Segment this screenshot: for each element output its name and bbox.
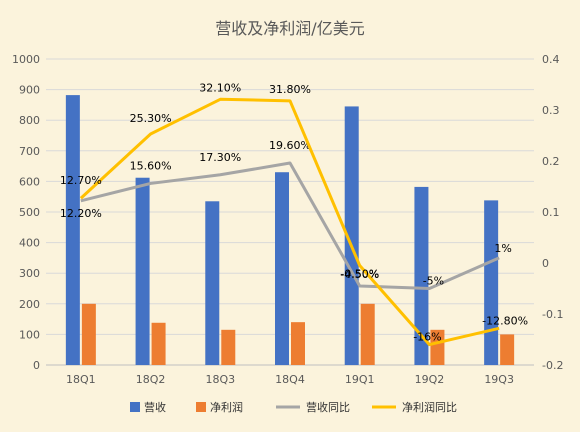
net-profit-bar bbox=[81, 303, 96, 365]
revenue-bar bbox=[344, 106, 359, 366]
x-tick-label: 19Q3 bbox=[484, 373, 514, 386]
line-data-label: 1% bbox=[494, 242, 511, 255]
x-tick-label: 18Q2 bbox=[136, 373, 166, 386]
line-data-label: -16% bbox=[413, 331, 441, 344]
line-data-label: 12.70% bbox=[60, 174, 102, 187]
line-data-label: 17.30% bbox=[199, 151, 241, 164]
line-data-label: 25.30% bbox=[130, 112, 172, 125]
y-tick-label: 300 bbox=[19, 267, 40, 280]
legend-swatch bbox=[196, 402, 206, 412]
y-tick-label: 200 bbox=[19, 298, 40, 311]
line-data-label: 19.60% bbox=[269, 139, 311, 152]
y2-tick-label: 0.3 bbox=[542, 104, 560, 117]
legend-swatch bbox=[130, 402, 140, 412]
line-data-label: -5% bbox=[423, 275, 444, 288]
y2-tick-label: 0.4 bbox=[542, 53, 560, 66]
revenue-yoy-line bbox=[80, 161, 500, 290]
revenue-bar bbox=[135, 177, 150, 365]
line-data-label: 12.20% bbox=[60, 207, 102, 220]
y2-tick-label: 0.2 bbox=[542, 155, 560, 168]
legend-label: 营收 bbox=[144, 400, 166, 414]
y-tick-label: 900 bbox=[19, 84, 40, 97]
x-tick-label: 18Q3 bbox=[205, 373, 235, 386]
x-tick-label: 18Q4 bbox=[275, 373, 305, 386]
y-tick-label: 1000 bbox=[12, 53, 40, 66]
revenue-bar bbox=[484, 200, 499, 365]
line-data-label: 32.10% bbox=[199, 81, 241, 94]
net-profit-bar bbox=[430, 329, 445, 365]
legend-label: 营收同比 bbox=[306, 400, 350, 414]
y-tick-label: 600 bbox=[19, 175, 40, 188]
line-data-label: -0.50% bbox=[340, 268, 379, 281]
line-data-label: 15.60% bbox=[130, 159, 172, 172]
y-tick-label: 0 bbox=[33, 359, 40, 372]
y-tick-label: 500 bbox=[19, 206, 40, 219]
revenue-bar bbox=[275, 172, 289, 365]
revenue-bar bbox=[65, 95, 80, 365]
y-tick-label: 100 bbox=[19, 328, 40, 341]
y2-tick-label: -0.1 bbox=[542, 308, 563, 321]
revenue-bar bbox=[205, 201, 220, 365]
y2-tick-label: 0.1 bbox=[542, 206, 560, 219]
y-tick-label: 800 bbox=[19, 114, 40, 127]
net-profit-bar bbox=[500, 334, 515, 365]
net-profit-bar bbox=[360, 303, 375, 365]
line-data-label: -12.80% bbox=[482, 314, 528, 327]
revenue-bar bbox=[414, 186, 429, 365]
y-tick-label: 700 bbox=[19, 145, 40, 158]
y2-tick-label: -0.2 bbox=[542, 359, 563, 372]
x-tick-label: 19Q1 bbox=[345, 373, 375, 386]
legend-label: 净利润同比 bbox=[402, 400, 457, 414]
legend-label: 净利润 bbox=[210, 400, 243, 414]
chart-title: 营收及净利润/亿美元 bbox=[215, 19, 364, 38]
net-profit-bar bbox=[151, 322, 166, 365]
x-tick-label: 19Q2 bbox=[415, 373, 445, 386]
y-tick-label: 400 bbox=[19, 237, 40, 250]
line-data-label: 31.80% bbox=[269, 83, 311, 96]
y2-tick-label: 0 bbox=[542, 257, 549, 270]
net-profit-bar bbox=[221, 329, 236, 365]
net-profit-bar bbox=[291, 322, 305, 365]
x-tick-label: 18Q1 bbox=[66, 373, 96, 386]
net-profit-yoy-line bbox=[79, 97, 500, 347]
